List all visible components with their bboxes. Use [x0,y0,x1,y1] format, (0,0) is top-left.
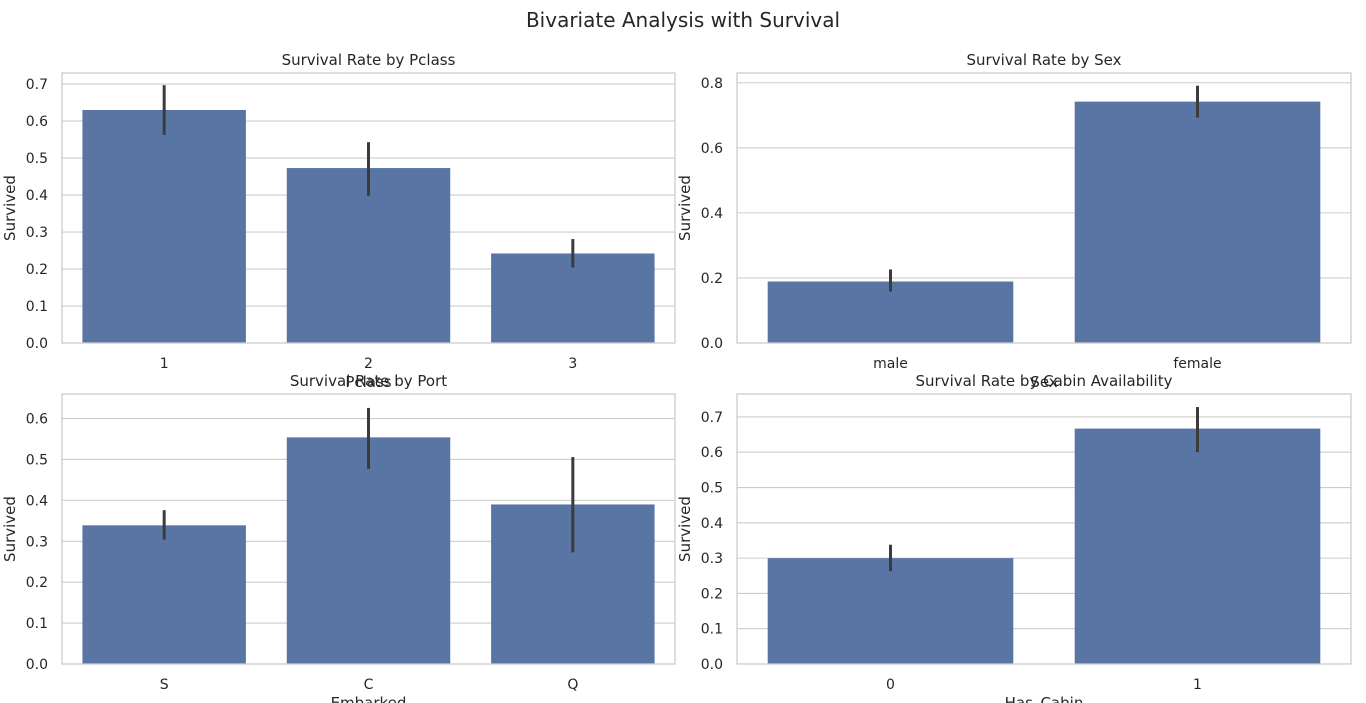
y-tick-label: 0.4 [701,206,723,222]
subplot-title: Survival Rate by Cabin Availability [916,372,1173,390]
y-tick-label: 0.2 [701,271,723,287]
y-tick-label: 0.6 [26,114,48,130]
figure-title: Bivariate Analysis with Survival [525,8,841,32]
y-tick-label: 0.0 [26,657,48,673]
y-tick-label: 0.0 [26,336,48,352]
x-tick-label: 1 [1193,677,1202,693]
bar [82,525,246,664]
y-tick-label: 0.0 [701,657,723,673]
bar [286,168,451,343]
y-tick-label: 0.6 [26,412,48,428]
subplot-title: Survival Rate by Port [290,372,447,390]
y-tick-label: 0.3 [26,225,48,241]
y-tick-label: 0.5 [701,481,723,497]
bar [767,281,1014,343]
y-axis-label: Survived [676,496,694,562]
x-axis-label: Sex [1030,373,1057,391]
x-tick-label: 1 [160,356,169,372]
x-tick-label: 0 [886,677,895,693]
y-tick-label: 0.6 [701,445,723,461]
y-tick-label: 0.1 [26,299,48,315]
x-tick-label: S [160,677,169,693]
x-tick-label: female [1173,356,1221,372]
y-tick-label: 0.7 [701,410,723,426]
y-tick-label: 0.1 [701,622,723,638]
y-tick-label: 0.8 [701,76,723,92]
y-tick-label: 0.0 [701,336,723,352]
x-axis-label: Embarked [331,694,407,703]
bar [82,109,246,343]
y-tick-label: 0.4 [26,188,48,204]
x-axis-label: Has_Cabin [1005,694,1084,703]
x-tick-label: male [873,356,908,372]
y-tick-label: 0.4 [701,516,723,532]
y-tick-label: 0.2 [26,262,48,278]
y-axis-label: Survived [676,175,694,241]
x-tick-label: Q [567,677,578,693]
bar [1074,101,1321,344]
y-tick-label: 0.2 [26,575,48,591]
axes-frame [736,72,1352,344]
x-axis-label: Pclass [345,373,391,391]
bar [491,253,655,343]
y-tick-label: 0.7 [26,77,48,93]
y-tick-label: 0.2 [701,586,723,602]
bar [286,437,451,664]
subplot-title: Survival Rate by Pclass [282,51,456,69]
y-tick-label: 0.3 [26,534,48,550]
y-tick-label: 0.3 [701,551,723,567]
x-tick-label: C [364,677,374,693]
y-tick-label: 0.5 [26,151,48,167]
y-tick-label: 0.5 [26,452,48,468]
axes-frame [736,393,1352,665]
x-tick-label: 2 [364,356,373,372]
subplot-3: 0.0 0.1 0.2 0.3 0.4 0.5 0.6 S C Q Survival Rate by… [1,372,676,703]
axes-frame [61,72,676,344]
y-tick-label: 0.1 [26,616,48,632]
subplot-title: Survival Rate by Sex [967,51,1122,69]
y-axis-label: Survived [1,496,19,562]
subplot-4: 0.0 0.1 0.2 0.3 0.4 0.5 0.6 0.7 0 1 Survival Rate … [676,372,1352,703]
axes-frame [61,393,676,665]
subplot-1: 0.0 0.1 0.2 0.3 0.4 0.5 0.6 0.7 1 2 3 Survival Rate… [1,51,676,391]
y-axis-label: Survived [1,175,19,241]
bar [1074,428,1321,664]
y-tick-label: 0.4 [26,493,48,509]
x-tick-label: 3 [568,356,577,372]
bar [767,558,1014,664]
y-tick-label: 0.6 [701,141,723,157]
